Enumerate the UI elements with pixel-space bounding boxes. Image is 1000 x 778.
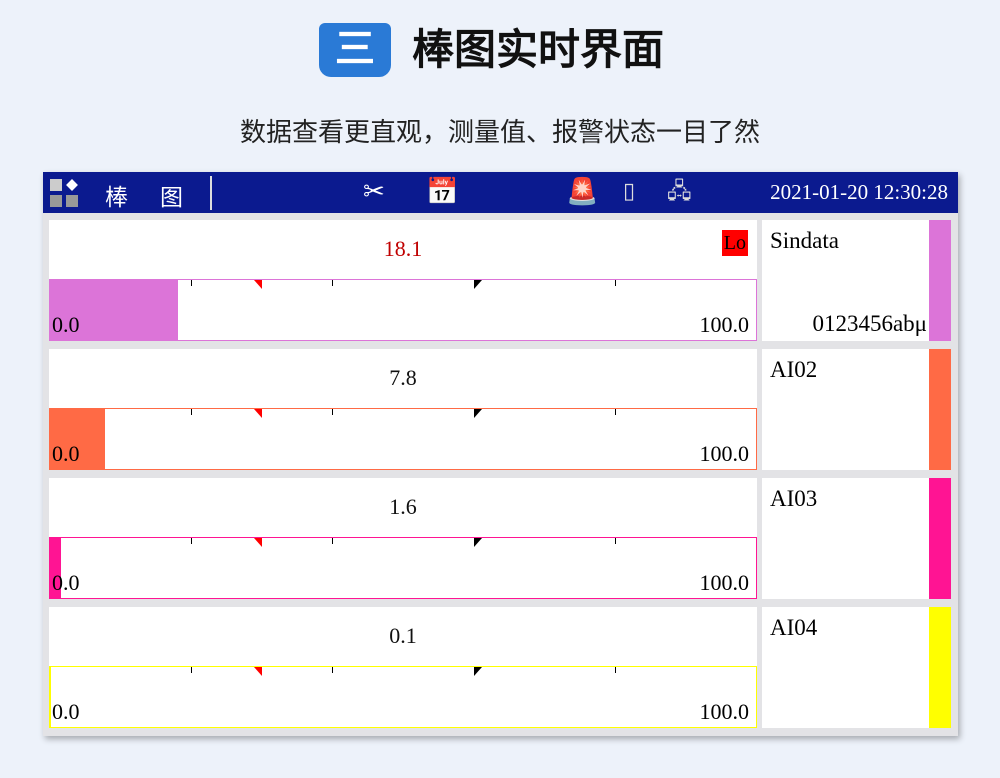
channel-color-strip	[929, 220, 951, 341]
scale-tick	[332, 667, 334, 673]
measured-value: 0.1	[389, 623, 417, 648]
high-alarm-marker	[473, 280, 482, 289]
scale-tick	[332, 538, 334, 544]
screen-title-char: 图	[160, 185, 183, 211]
bar-gauge: 0.0 100.0	[49, 666, 757, 728]
range-max: 100.0	[699, 312, 750, 337]
scale-tick	[614, 538, 616, 544]
high-alarm-marker	[473, 409, 482, 418]
channel-info: AI02	[762, 349, 929, 470]
channel-name: Sindata	[770, 228, 839, 253]
datetime: 2021-01-20 12:30:28	[770, 180, 948, 204]
channel-row[interactable]: 18.1 Lo 0.0 100.0 Sindata 0123456abμ	[49, 220, 952, 341]
measured-value: 18.1	[383, 236, 423, 261]
low-alarm-marker	[253, 280, 262, 289]
range-max: 100.0	[699, 570, 750, 595]
scale-tick	[191, 538, 193, 544]
range-min: 0.0	[52, 441, 80, 466]
scale-tick	[614, 280, 616, 286]
range-min: 0.0	[52, 699, 80, 724]
bar-fill	[50, 538, 62, 598]
low-alarm-marker	[253, 409, 262, 418]
scale-tick	[614, 409, 616, 415]
bar-gauge: 0.0 100.0	[49, 408, 757, 470]
bar-panel: 7.8 0.0 100.0	[49, 349, 757, 470]
scale-tick	[191, 409, 193, 415]
section-number-badge: 三	[319, 23, 391, 77]
channel-info: AI03	[762, 478, 929, 599]
range-max: 100.0	[699, 699, 750, 724]
bar-panel: 0.1 0.0 100.0	[49, 607, 757, 728]
measured-value: 1.6	[389, 494, 417, 519]
channel-color-strip	[929, 349, 951, 470]
measured-value: 7.8	[389, 365, 417, 390]
range-min: 0.0	[52, 570, 80, 595]
device-window: 棒 图 ✂ 📅 🚨 ▯ 🖧 2021-01-20 12:30:28 18.1 L…	[43, 172, 958, 736]
alarm-badge: Lo	[721, 230, 748, 256]
bar-gauge: 0.0 100.0	[49, 279, 757, 341]
scale-tick	[332, 409, 334, 415]
channel-row[interactable]: 7.8 0.0 100.0 AI02	[49, 349, 952, 470]
alarm-light-icon[interactable]: 🚨	[566, 177, 599, 207]
divider	[210, 176, 212, 210]
high-alarm-marker	[473, 538, 482, 547]
low-alarm-marker	[253, 538, 262, 547]
scale-tick	[332, 280, 334, 286]
bar-panel: 18.1 Lo 0.0 100.0	[49, 220, 757, 341]
channel-row[interactable]: 0.1 0.0 100.0 AI04	[49, 607, 952, 728]
channel-color-strip	[929, 607, 951, 728]
channel-color-strip	[929, 478, 951, 599]
channel-name: AI03	[770, 486, 818, 511]
range-min: 0.0	[52, 312, 80, 337]
bar-fill	[50, 280, 178, 340]
screen-title-char: 棒	[105, 185, 128, 211]
channel-info: AI04	[762, 607, 929, 728]
scale-tick	[191, 667, 193, 673]
calendar-clock-icon[interactable]: 📅	[426, 177, 459, 207]
low-alarm-marker	[253, 667, 262, 676]
bar-panel: 1.6 0.0 100.0	[49, 478, 757, 599]
range-max: 100.0	[699, 441, 750, 466]
channel-description: 0123456abμ	[812, 311, 927, 336]
bar-fill	[50, 409, 106, 469]
usb-ok-icon[interactable]: ▯	[623, 179, 636, 204]
network-disconnected-icon[interactable]: 🖧	[667, 179, 692, 204]
bar-fill	[50, 667, 51, 727]
scale-tick	[614, 667, 616, 673]
scale-tick	[191, 280, 193, 286]
channel-name: AI04	[770, 615, 818, 640]
channel-info: Sindata 0123456abμ	[762, 220, 929, 341]
page-subtitle: 数据查看更直观，测量值、报警状态一目了然	[239, 118, 760, 148]
page-title: 棒图实时界面	[412, 25, 665, 74]
scissors-icon[interactable]: ✂	[363, 177, 385, 207]
bar-gauge: 0.0 100.0	[49, 537, 757, 599]
top-bar: 棒 图 ✂ 📅 🚨 ▯ 🖧 2021-01-20 12:30:28	[43, 172, 958, 213]
channel-name: AI02	[770, 357, 818, 382]
grid-menu-icon[interactable]	[50, 179, 78, 207]
high-alarm-marker	[473, 667, 482, 676]
channel-row[interactable]: 1.6 0.0 100.0 AI03	[49, 478, 952, 599]
